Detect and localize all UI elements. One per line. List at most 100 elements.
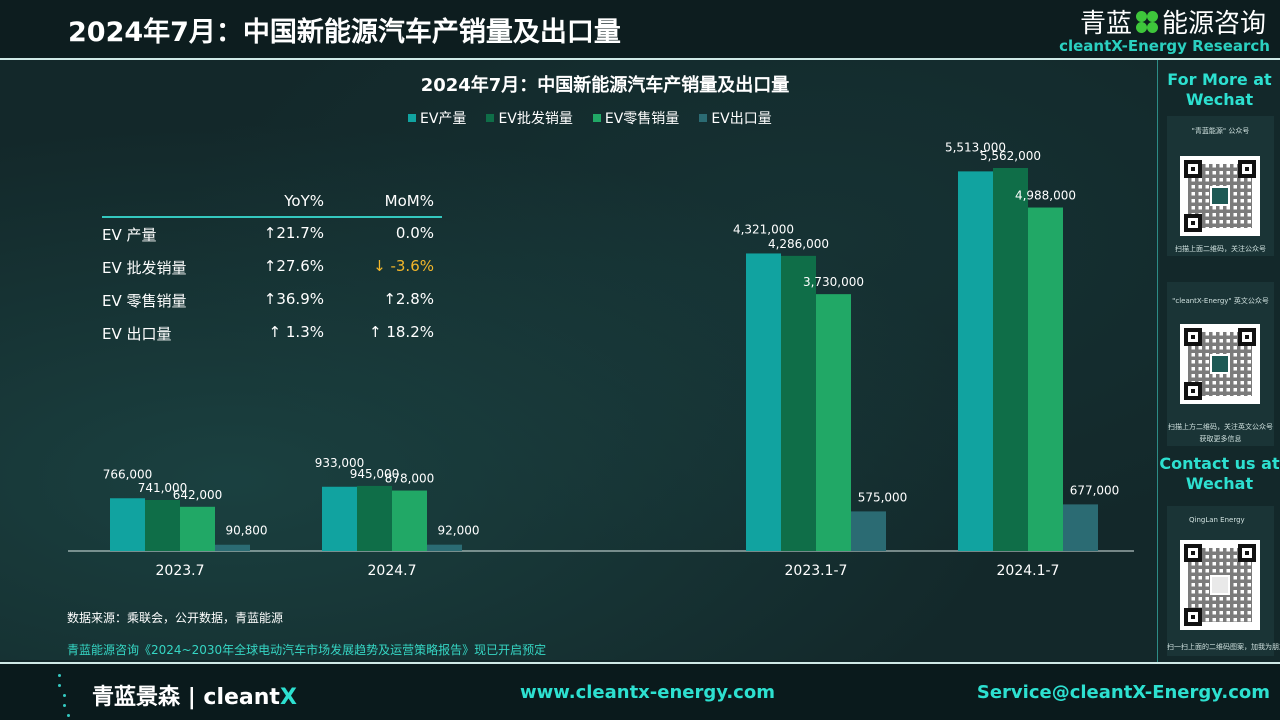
- wechat-sidebar: For More at Wechat "青蓝能源" 公众号 扫描上面二维码，关注…: [1157, 60, 1280, 662]
- row-mom: ↓ -3.6%: [373, 257, 434, 275]
- row-label: EV 零售销量: [102, 292, 187, 310]
- table-row: EV 产量 ↑21.7% 0.0%: [102, 218, 442, 251]
- bar-EV产量: [958, 171, 993, 551]
- legend-label: EV批发销量: [498, 111, 573, 127]
- qr-caption: 扫一扫上面的二维码图案，加我为朋友。: [1167, 643, 1280, 651]
- data-label: 4,321,000: [733, 222, 794, 236]
- x-tick-label: 2023.1-7: [785, 563, 848, 579]
- data-label: 677,000: [1070, 483, 1120, 497]
- data-label: 92,000: [438, 524, 480, 538]
- bar-EV零售销量: [1028, 207, 1063, 552]
- bar-EV出口量: [427, 544, 462, 551]
- header-divider: [0, 58, 1280, 60]
- data-label: 766,000: [103, 467, 153, 481]
- brand-cn-right: 能源咨询: [1161, 9, 1266, 39]
- data-label: 575,000: [858, 490, 908, 504]
- qr-caption: 扫描上方二维码，关注英文公众号: [1168, 423, 1273, 431]
- bar-EV批发销量: [781, 255, 816, 551]
- page-title: 2024年7月：中国新能源汽车产销量及出口量: [68, 17, 621, 48]
- legend-swatch: [408, 114, 416, 122]
- brand-cn-left: 青蓝: [1079, 9, 1132, 39]
- data-label: 5,513,000: [945, 140, 1006, 154]
- qr-caption: "cleantX-Energy" 英文公众号: [1172, 297, 1269, 305]
- row-label: EV 产量: [102, 226, 157, 244]
- data-label: 4,988,000: [1015, 189, 1076, 203]
- data-label: 5,562,000: [980, 149, 1041, 163]
- bar-EV出口量: [1063, 504, 1098, 551]
- clover-icon: [1135, 10, 1158, 33]
- bar-EV批发销量: [145, 499, 180, 551]
- row-label: EV 批发销量: [102, 259, 187, 277]
- qr-code-icon[interactable]: [1180, 540, 1260, 630]
- growth-stats-table: YoY% MoM% EV 产量 ↑21.7% 0.0% EV 批发销量 ↑27.…: [102, 190, 442, 350]
- footer-brand-en: cleant: [203, 685, 280, 710]
- bar-EV零售销量: [816, 294, 851, 551]
- qr-caption: 获取更多信息: [1199, 435, 1242, 443]
- data-label: 933,000: [315, 456, 365, 470]
- bar-EV零售销量: [180, 506, 215, 551]
- qr-caption: 扫描上面二维码，关注公众号: [1175, 245, 1266, 253]
- legend-label: EV零售销量: [604, 111, 680, 127]
- email-link[interactable]: Service@cleantX-Energy.com: [976, 682, 1270, 703]
- data-label: 4,286,000: [768, 237, 829, 251]
- bar-EV产量: [746, 253, 781, 551]
- data-label: 878,000: [385, 472, 435, 486]
- qr-caption: QingLan Energy: [1189, 516, 1245, 524]
- data-label: 642,000: [173, 488, 223, 502]
- bar-EV出口量: [215, 544, 250, 551]
- legend-item: EV产量: [408, 108, 466, 128]
- row-label: EV 出口量: [102, 325, 172, 343]
- footer-bar: 青蓝景森 | cleantX www.cleantx-energy.com Se…: [0, 662, 1280, 720]
- stats-header-row: YoY% MoM%: [102, 190, 442, 218]
- contact-at-wechat-title: Contact us at Wechat: [1159, 454, 1280, 493]
- qr-caption: "青蓝能源" 公众号: [1191, 127, 1250, 135]
- report-promo-link[interactable]: 青蓝能源咨询《2024~2030年全球电动汽车市场发展趋势及运营策略报告》现已开…: [67, 643, 547, 657]
- table-row: EV 批发销量 ↑27.6% ↓ -3.6%: [102, 251, 442, 284]
- row-yoy: ↑ 1.3%: [268, 323, 324, 341]
- legend-item: EV批发销量: [486, 108, 573, 128]
- more-at-wechat-title: For More at Wechat: [1167, 70, 1272, 109]
- legend-item: EV零售销量: [592, 108, 680, 128]
- bar-EV批发销量: [993, 168, 1028, 551]
- legend-label: EV出口量: [711, 111, 772, 127]
- legend-item: EV出口量: [699, 108, 772, 128]
- chart-legend: EV产量 EV批发销量 EV零售销量 EV出口量: [408, 108, 772, 128]
- data-label: 90,800: [226, 524, 268, 538]
- qr-card-en: "cleantX-Energy" 英文公众号 扫描上方二维码，关注英文公众号 获…: [1167, 282, 1274, 446]
- data-source-note: 数据来源：乘联会，公开数据，青蓝能源: [67, 611, 284, 625]
- row-yoy: ↑27.6%: [263, 257, 324, 275]
- footer-brand-x: X: [279, 685, 297, 710]
- data-label: 3,730,000: [803, 275, 864, 289]
- bar-EV零售销量: [392, 490, 427, 551]
- table-row: EV 出口量 ↑ 1.3% ↑ 18.2%: [102, 317, 442, 350]
- footer-brand: 青蓝景森 | cleantX: [92, 679, 297, 711]
- bar-EV批发销量: [357, 485, 392, 551]
- row-mom: ↑ 18.2%: [369, 323, 434, 341]
- chart-title: 2024年7月：中国新能源汽车产销量及出口量: [420, 75, 790, 96]
- mom-header: MoM%: [384, 192, 434, 210]
- row-yoy: ↑21.7%: [263, 224, 324, 242]
- decor-dots: [58, 674, 72, 717]
- footer-brand-cn: 青蓝景森: [92, 685, 181, 710]
- brand-logo: 青蓝 能源咨询: [1080, 3, 1266, 40]
- data-label: 741,000: [138, 481, 188, 495]
- yoy-header: YoY%: [284, 192, 324, 210]
- data-label: 945,000: [350, 467, 400, 481]
- x-tick-label: 2024.1-7: [997, 563, 1060, 579]
- bar-EV产量: [322, 486, 357, 551]
- qr-code-icon[interactable]: [1180, 156, 1260, 236]
- qr-card-contact: QingLan Energy 扫一扫上面的二维码图案，加我为朋友。: [1167, 506, 1280, 656]
- table-row: EV 零售销量 ↑36.9% ↑2.8%: [102, 284, 442, 317]
- bar-EV产量: [110, 498, 145, 551]
- row-mom: ↑2.8%: [383, 290, 434, 308]
- qr-card-cn: "青蓝能源" 公众号 扫描上面二维码，关注公众号: [1167, 116, 1274, 256]
- row-yoy: ↑36.9%: [263, 290, 324, 308]
- header-bar: 2024年7月：中国新能源汽车产销量及出口量 青蓝 能源咨询 cleantX-E…: [0, 0, 1280, 58]
- brand-en: cleantX-Energy Research: [1059, 37, 1270, 55]
- website-link[interactable]: www.cleantx-energy.com: [520, 682, 775, 703]
- legend-swatch: [486, 114, 495, 122]
- x-tick-label: 2023.7: [156, 563, 205, 579]
- legend-swatch: [592, 114, 601, 122]
- qr-code-icon[interactable]: [1180, 324, 1260, 404]
